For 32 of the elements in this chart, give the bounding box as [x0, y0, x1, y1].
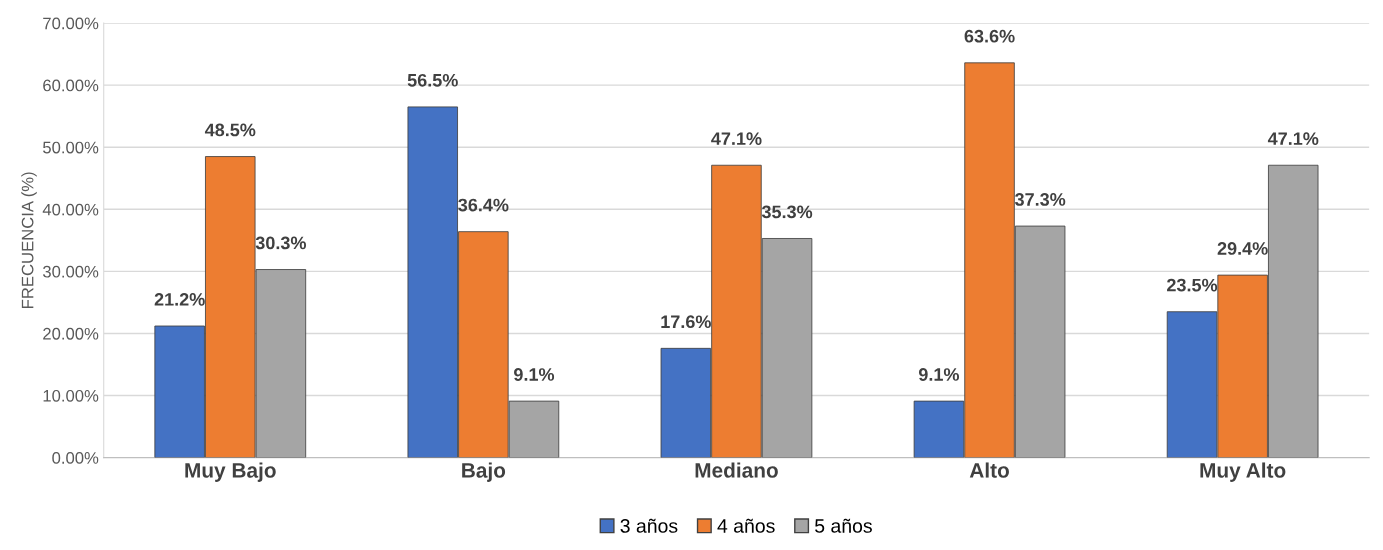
data-label: 17.6%	[661, 315, 711, 329]
data-label: 56.5%	[407, 73, 458, 87]
x-tick-label: Mediano	[695, 462, 778, 478]
x-tick-label: Alto	[969, 462, 1009, 478]
legend-label: 5 años	[815, 518, 872, 533]
data-label: 9.1%	[514, 368, 555, 381]
data-label: 21.2%	[154, 292, 205, 306]
legend-label: 3 años	[620, 518, 678, 533]
x-tick-label: Muy Alto	[1200, 462, 1286, 482]
data-label: 47.1%	[1267, 132, 1319, 145]
y-tick-label: 10.00%	[43, 389, 99, 402]
data-label: 47.1%	[711, 132, 762, 145]
data-label: 63.6%	[964, 29, 1015, 43]
legend-label: 4 años	[717, 518, 775, 533]
data-label: 36.4%	[458, 198, 509, 212]
y-tick-label: 50.00%	[43, 141, 99, 154]
y-tick-label: 30.00%	[42, 265, 99, 278]
data-label: 23.5%	[1167, 278, 1218, 292]
x-tick-label: Muy Bajo	[185, 462, 276, 482]
data-label: 35.3%	[761, 205, 813, 219]
y-tick-label: 20.00%	[43, 327, 99, 340]
data-label: 37.3%	[1014, 193, 1066, 206]
x-tick-label: Bajo	[462, 462, 506, 482]
data-label: 9.1%	[918, 368, 960, 381]
y-tick-label: 60.00%	[43, 79, 99, 92]
data-label: 29.4%	[1217, 242, 1268, 255]
y-axis-title: FRECUENCIA (%)	[21, 172, 37, 308]
y-tick-label: 70.00%	[43, 17, 99, 30]
y-tick-label: 40.00%	[42, 203, 99, 216]
data-label: 48.5%	[204, 123, 256, 137]
y-tick-label: 0.00%	[52, 452, 99, 464]
data-label: 30.3%	[255, 236, 307, 250]
